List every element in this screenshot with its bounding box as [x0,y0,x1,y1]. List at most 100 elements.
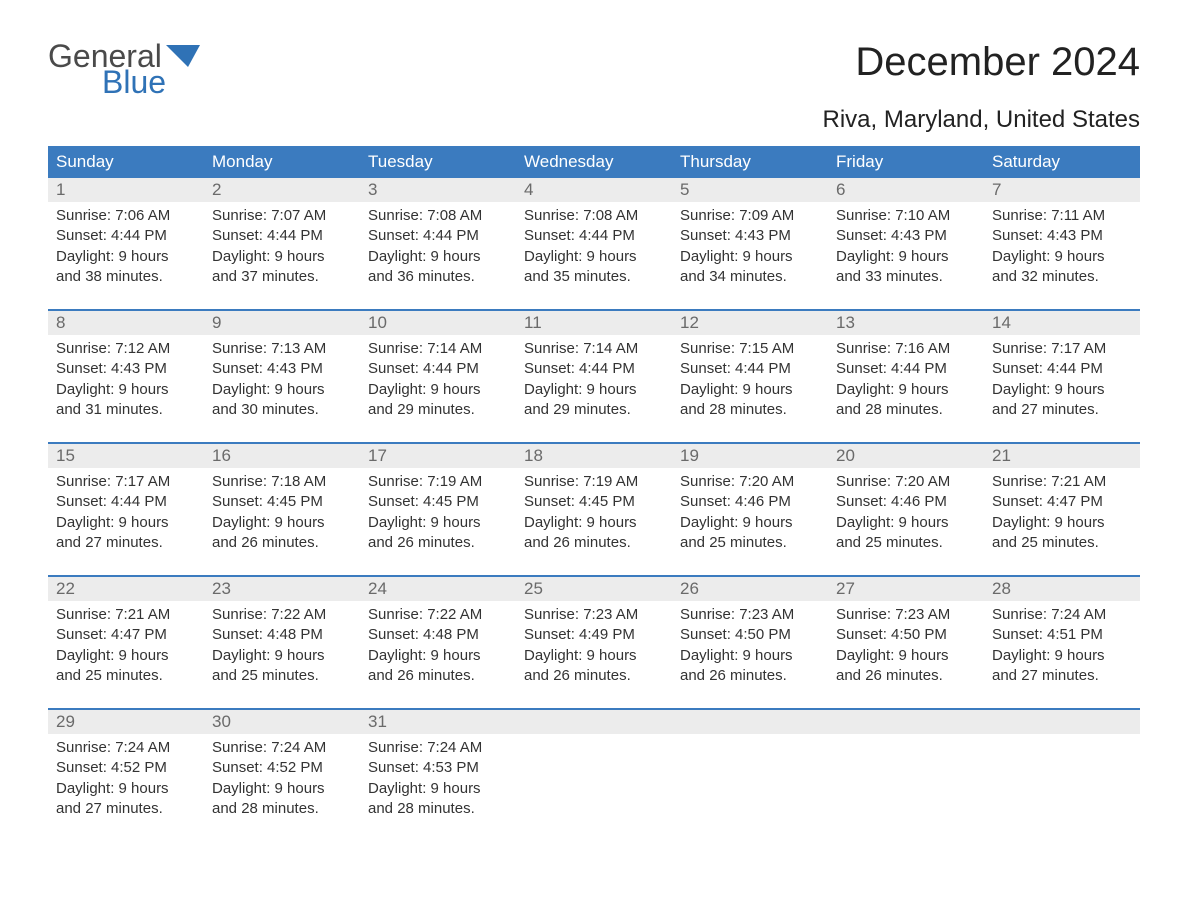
sunrise-text: Sunrise: 7:13 AM [212,339,352,359]
sunset-text: Sunset: 4:46 PM [836,492,976,512]
day-number: 25 [516,577,672,601]
sunset-text: Sunset: 4:47 PM [56,625,196,645]
sunrise-text: Sunrise: 7:14 AM [524,339,664,359]
sunrise-text: Sunrise: 7:24 AM [56,738,196,758]
sunset-text: Sunset: 4:43 PM [836,226,976,246]
sunrise-text: Sunrise: 7:12 AM [56,339,196,359]
sunset-text: Sunset: 4:49 PM [524,625,664,645]
daylight-text: and 27 minutes. [56,799,196,819]
calendar-day: 5Sunrise: 7:09 AMSunset: 4:43 PMDaylight… [672,178,828,295]
daylight-text: and 25 minutes. [56,666,196,686]
daylight-text: Daylight: 9 hours [212,779,352,799]
daylight-text: and 27 minutes. [992,400,1132,420]
daylight-text: Daylight: 9 hours [368,380,508,400]
day-number [672,710,828,734]
sunrise-text: Sunrise: 7:09 AM [680,206,820,226]
sunrise-text: Sunrise: 7:20 AM [680,472,820,492]
calendar-day: 30Sunrise: 7:24 AMSunset: 4:52 PMDayligh… [204,710,360,827]
sunrise-text: Sunrise: 7:19 AM [524,472,664,492]
sunset-text: Sunset: 4:45 PM [368,492,508,512]
sunset-text: Sunset: 4:52 PM [212,758,352,778]
calendar-day: 2Sunrise: 7:07 AMSunset: 4:44 PMDaylight… [204,178,360,295]
daylight-text: Daylight: 9 hours [992,380,1132,400]
calendar-day: 9 Sunrise: 7:13 AMSunset: 4:43 PMDaylight… [204,311,360,428]
daylight-text: and 25 minutes. [992,533,1132,553]
day-number: 17 [360,444,516,468]
sunset-text: Sunset: 4:43 PM [212,359,352,379]
calendar-week: 8Sunrise: 7:12 AMSunset: 4:43 PMDaylight… [48,309,1140,428]
daylight-text: Daylight: 9 hours [680,247,820,267]
daylight-text: Daylight: 9 hours [524,380,664,400]
sunset-text: Sunset: 4:45 PM [212,492,352,512]
calendar-day: 25Sunrise: 7:23 AMSunset: 4:49 PMDayligh… [516,577,672,694]
day-of-week-cell: Wednesday [516,146,672,178]
sunrise-text: Sunrise: 7:21 AM [56,605,196,625]
calendar-day [984,710,1140,827]
calendar-day [828,710,984,827]
sunset-text: Sunset: 4:51 PM [992,625,1132,645]
logo: General Blue [48,40,200,98]
sunrise-text: Sunrise: 7:24 AM [368,738,508,758]
sunset-text: Sunset: 4:44 PM [836,359,976,379]
daylight-text: and 31 minutes. [56,400,196,420]
daylight-text: Daylight: 9 hours [524,247,664,267]
calendar-day: 26Sunrise: 7:23 AMSunset: 4:50 PMDayligh… [672,577,828,694]
sunrise-text: Sunrise: 7:22 AM [368,605,508,625]
day-number: 15 [48,444,204,468]
calendar-day: 3Sunrise: 7:08 AMSunset: 4:44 PMDaylight… [360,178,516,295]
daylight-text: and 28 minutes. [836,400,976,420]
daylight-text: Daylight: 9 hours [836,247,976,267]
day-number: 26 [672,577,828,601]
day-number: 10 [360,311,516,335]
daylight-text: and 29 minutes. [524,400,664,420]
daylight-text: and 26 minutes. [680,666,820,686]
daylight-text: and 25 minutes. [212,666,352,686]
day-of-week-cell: Tuesday [360,146,516,178]
daylight-text: and 37 minutes. [212,267,352,287]
daylight-text: Daylight: 9 hours [836,646,976,666]
sunset-text: Sunset: 4:43 PM [56,359,196,379]
daylight-text: Daylight: 9 hours [836,380,976,400]
calendar-day: 10Sunrise: 7:14 AMSunset: 4:44 PMDayligh… [360,311,516,428]
daylight-text: Daylight: 9 hours [680,380,820,400]
sunset-text: Sunset: 4:44 PM [524,226,664,246]
sunset-text: Sunset: 4:44 PM [524,359,664,379]
calendar: SundayMondayTuesdayWednesdayThursdayFrid… [48,146,1140,827]
daylight-text: and 25 minutes. [680,533,820,553]
daylight-text: Daylight: 9 hours [212,380,352,400]
day-number: 8 [48,311,204,335]
day-number: 19 [672,444,828,468]
day-number: 14 [984,311,1140,335]
day-number: 9 [204,311,360,335]
daylight-text: Daylight: 9 hours [992,646,1132,666]
day-number: 12 [672,311,828,335]
daylight-text: Daylight: 9 hours [524,646,664,666]
calendar-day: 23Sunrise: 7:22 AMSunset: 4:48 PMDayligh… [204,577,360,694]
daylight-text: Daylight: 9 hours [992,247,1132,267]
sunset-text: Sunset: 4:44 PM [680,359,820,379]
sunset-text: Sunset: 4:50 PM [836,625,976,645]
calendar-week: 15Sunrise: 7:17 AMSunset: 4:44 PMDayligh… [48,442,1140,561]
daylight-text: and 28 minutes. [680,400,820,420]
sunrise-text: Sunrise: 7:06 AM [56,206,196,226]
calendar-day [672,710,828,827]
daylight-text: Daylight: 9 hours [368,646,508,666]
sunset-text: Sunset: 4:44 PM [56,226,196,246]
day-number [828,710,984,734]
calendar-day: 29Sunrise: 7:24 AMSunset: 4:52 PMDayligh… [48,710,204,827]
daylight-text: and 34 minutes. [680,267,820,287]
daylight-text: Daylight: 9 hours [368,513,508,533]
calendar-day: 16Sunrise: 7:18 AMSunset: 4:45 PMDayligh… [204,444,360,561]
day-number: 21 [984,444,1140,468]
sunrise-text: Sunrise: 7:07 AM [212,206,352,226]
daylight-text: Daylight: 9 hours [212,646,352,666]
sunrise-text: Sunrise: 7:18 AM [212,472,352,492]
calendar-day: 19Sunrise: 7:20 AMSunset: 4:46 PMDayligh… [672,444,828,561]
sunrise-text: Sunrise: 7:16 AM [836,339,976,359]
calendar-day [516,710,672,827]
day-number: 18 [516,444,672,468]
daylight-text: Daylight: 9 hours [368,779,508,799]
daylight-text: Daylight: 9 hours [56,247,196,267]
day-of-week-cell: Friday [828,146,984,178]
day-number: 2 [204,178,360,202]
